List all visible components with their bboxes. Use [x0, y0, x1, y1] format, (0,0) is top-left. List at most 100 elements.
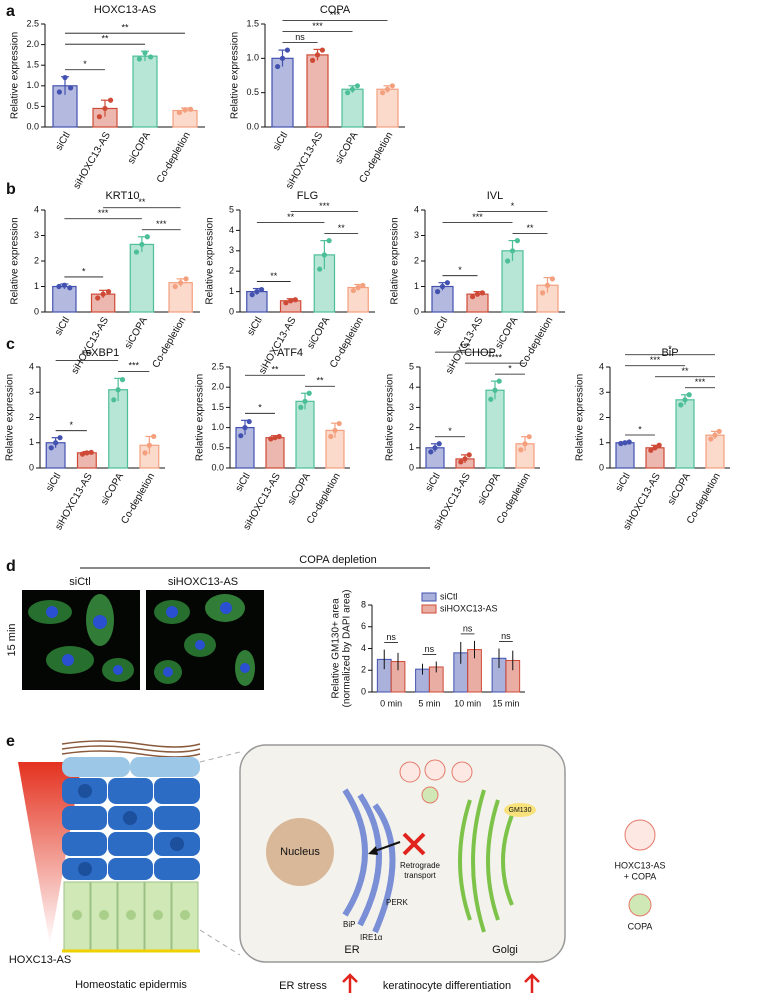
x-tick-label: siCOPA	[333, 130, 360, 166]
x-tick-label: Co-depletion	[517, 315, 555, 370]
y-tick-label: 4	[29, 361, 34, 371]
data-point	[249, 292, 255, 298]
y-tick-label: 2	[29, 412, 34, 422]
data-point	[349, 86, 356, 92]
data-point	[350, 287, 356, 294]
y-axis-label: Relative expression	[5, 374, 16, 461]
gm130	[504, 803, 536, 817]
x-tick-label: 5 min	[418, 698, 440, 708]
significance-label: *	[511, 201, 515, 211]
x-tick-label: siHOXC13-AS	[70, 315, 112, 376]
y-tick-label: 1.5	[26, 60, 39, 70]
nucleus	[266, 818, 334, 886]
panel-label: c	[6, 336, 15, 353]
legend-label: + COPA	[624, 871, 657, 881]
bar	[108, 389, 129, 469]
data-point	[111, 397, 117, 403]
up-arrow	[524, 973, 540, 993]
data-point	[268, 436, 274, 442]
data-point	[428, 449, 434, 455]
bar	[485, 389, 505, 469]
bar	[129, 243, 155, 313]
significance-label: *	[83, 59, 87, 69]
data-point	[276, 433, 282, 440]
significance-label: ***	[650, 355, 661, 365]
chart-title: KRT10	[105, 190, 139, 202]
bar	[132, 55, 158, 128]
y-axis-label: Relative expression	[10, 32, 21, 119]
golgi	[458, 789, 514, 933]
data-point	[275, 63, 281, 70]
data-point	[254, 289, 260, 295]
data-point	[526, 434, 532, 440]
data-point	[326, 238, 332, 244]
data-point	[279, 55, 286, 61]
data-point	[259, 286, 265, 293]
chart-title: sXBP1	[86, 347, 120, 359]
x-tick-label: siCOPA	[493, 315, 520, 351]
significance-label: **	[316, 376, 324, 386]
data-point	[492, 387, 498, 393]
y-tick-label: 1.0	[26, 80, 39, 90]
x-tick-label: siCtl	[53, 315, 72, 337]
y-axis-label: Relative expression	[195, 374, 206, 461]
bar	[52, 285, 77, 313]
y-tick-label: 4	[414, 204, 419, 214]
significance-label: *	[82, 266, 86, 276]
data-point	[458, 459, 464, 465]
epidermis-illustration	[61, 740, 201, 953]
bar	[306, 54, 329, 128]
y-tick-label: 2.0	[211, 382, 224, 392]
y-tick-label: 4	[34, 204, 39, 214]
panel-label: a	[6, 3, 15, 20]
significance-label: ***	[472, 212, 483, 222]
legend-swatch	[421, 604, 437, 614]
significance-label: *	[508, 364, 512, 374]
data-point	[100, 291, 106, 297]
data-point	[470, 294, 476, 300]
data-point	[148, 54, 154, 60]
y-tick-label: 1.0	[211, 422, 224, 432]
significance-label: ns	[386, 632, 396, 642]
column-label: siHOXC13-AS	[168, 576, 238, 588]
data-point	[176, 109, 182, 116]
y-tick-label: 8	[361, 599, 366, 609]
y-tick-label: 3	[599, 387, 604, 397]
data-point	[332, 427, 338, 434]
data-point	[518, 447, 524, 453]
y-tick-label: 4	[361, 643, 366, 653]
data-point	[298, 404, 304, 410]
y-tick-label: 2	[361, 665, 366, 675]
data-point	[183, 276, 189, 282]
transport-label: Retrograde	[400, 861, 441, 870]
significance-label: ***	[98, 208, 109, 218]
data-point	[283, 300, 289, 306]
data-point	[56, 283, 62, 290]
legend-complex-icon	[624, 819, 656, 851]
x-tick-label: siCOPA	[123, 315, 150, 351]
data-point	[56, 89, 63, 95]
data-point	[626, 439, 632, 445]
micrograph	[22, 590, 140, 690]
data-point	[708, 436, 714, 442]
x-tick-label: Co-depletion	[357, 130, 395, 185]
significance-label: *	[69, 420, 73, 430]
chart-title: COPA	[320, 4, 351, 16]
y-tick-label: 2.5	[26, 18, 39, 28]
microscopy-title: COPA depletion	[299, 554, 376, 566]
bar	[265, 437, 285, 469]
significance-label: ***	[82, 350, 93, 360]
y-tick-label: 6	[361, 621, 366, 631]
y-tick-label: 0	[599, 462, 604, 472]
data-point	[682, 397, 688, 403]
data-point	[380, 90, 386, 96]
data-point	[328, 433, 334, 440]
data-point	[314, 52, 321, 58]
data-point	[509, 248, 516, 254]
data-point	[288, 298, 294, 304]
x-tick-label: Co-depletion	[328, 315, 366, 370]
significance-label: ***	[695, 377, 706, 387]
data-point	[88, 449, 94, 455]
y-tick-label: 0.5	[211, 442, 224, 452]
data-point	[389, 83, 395, 89]
